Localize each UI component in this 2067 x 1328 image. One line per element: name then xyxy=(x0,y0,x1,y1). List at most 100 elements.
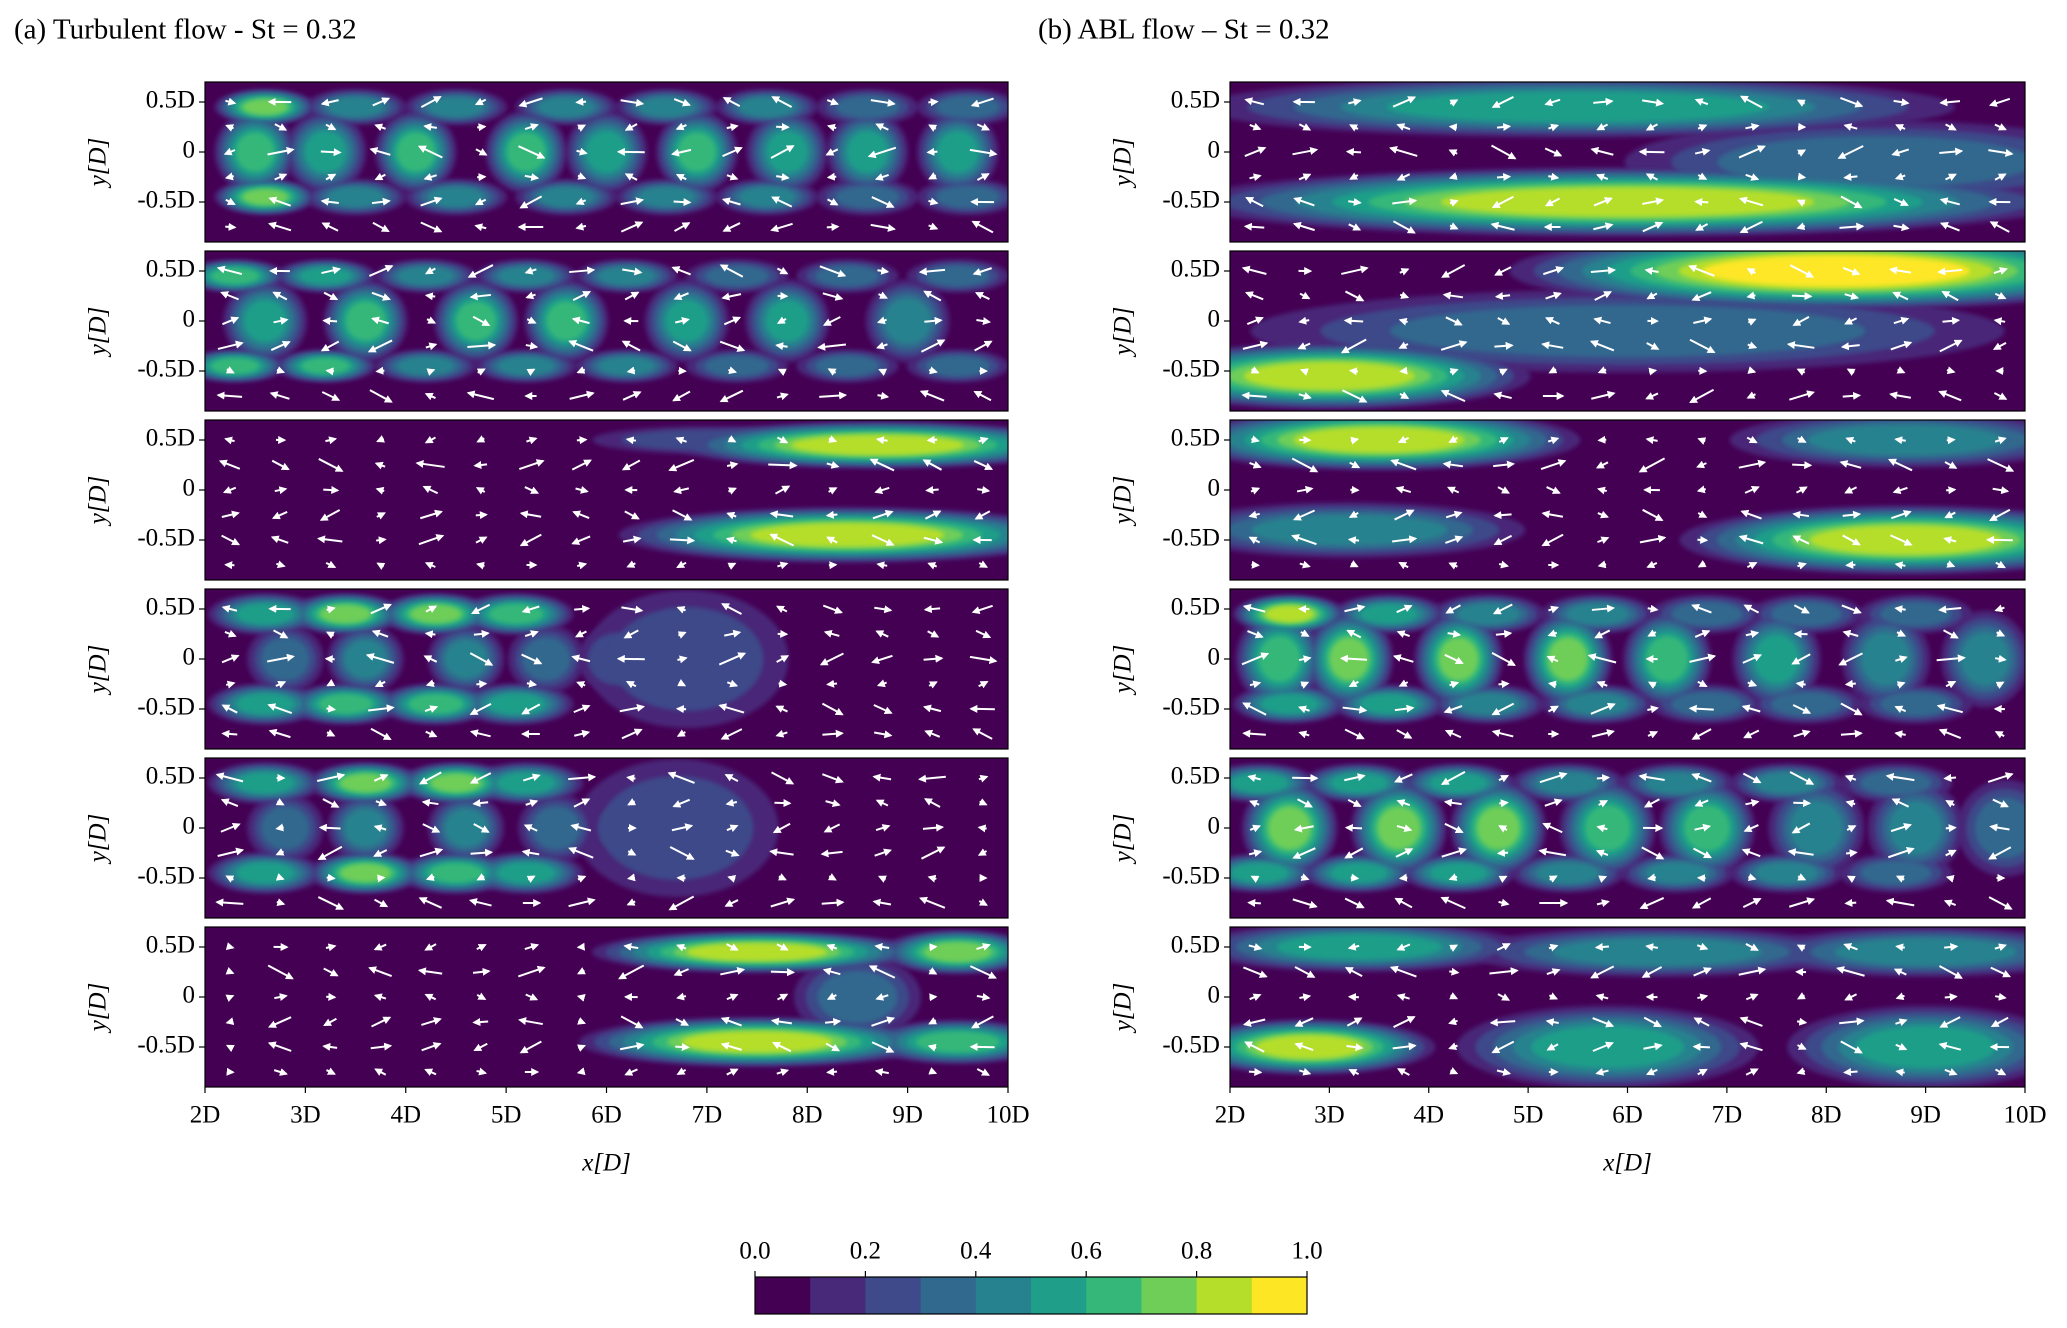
quiver-arrow xyxy=(1596,173,1609,182)
quiver-arrow xyxy=(1745,123,1760,131)
quiver-arrow xyxy=(326,1067,336,1075)
quiver-arrow xyxy=(718,703,745,714)
x-tick-label: 2D xyxy=(1215,1102,1246,1129)
y-tick-label: -0.5D xyxy=(137,863,195,890)
quiver-arrow xyxy=(1440,770,1466,786)
quiver-arrow xyxy=(1688,704,1714,713)
field xyxy=(1230,589,2025,749)
quiver-arrow xyxy=(524,123,539,131)
quiver-arrow xyxy=(224,561,235,570)
field xyxy=(205,251,1008,411)
contour-level xyxy=(242,99,288,115)
quiver-arrow xyxy=(268,1016,292,1028)
quiver-arrow xyxy=(577,1044,586,1052)
y-axis-label: y[D] xyxy=(85,476,112,528)
quiver-arrow xyxy=(1943,629,1959,639)
contour-level xyxy=(1548,637,1588,681)
contour-level xyxy=(937,131,979,173)
quiver-arrow xyxy=(1548,366,1558,374)
quiver-arrow xyxy=(722,146,743,158)
quiver-arrow xyxy=(1299,368,1309,376)
quiver-arrow xyxy=(375,798,387,807)
x-tick-label: 3D xyxy=(290,1102,321,1129)
quiver-arrow xyxy=(1441,847,1467,858)
quiver-arrow xyxy=(770,897,796,908)
quiver-arrow xyxy=(221,510,240,519)
field xyxy=(205,758,1008,918)
quiver-arrow xyxy=(1893,223,1910,232)
quiver-arrow xyxy=(976,1068,990,1076)
quiver-arrow xyxy=(476,992,487,1000)
y-axis-label: y[D] xyxy=(85,138,112,190)
quiver-arrow xyxy=(376,435,386,443)
quiver-arrow xyxy=(577,172,587,180)
quiver-arrow xyxy=(1743,729,1760,739)
quiver-arrow xyxy=(1498,368,1508,376)
contour-level xyxy=(428,863,483,883)
quiver-arrow xyxy=(1447,486,1460,494)
quiver-arrow xyxy=(875,824,891,832)
quiver-arrow xyxy=(673,486,690,495)
quiver-arrow xyxy=(1837,145,1864,159)
quiver-arrow xyxy=(1885,772,1915,782)
quiver-arrow xyxy=(1938,1042,1962,1051)
y-tick-label: 0.5D xyxy=(146,932,195,959)
quiver-arrow xyxy=(1746,391,1756,399)
contour-level xyxy=(396,132,435,172)
quiver-arrow xyxy=(1895,655,1908,664)
quiver-arrow xyxy=(724,899,739,907)
quiver-arrow xyxy=(677,679,687,687)
quiver-arrow xyxy=(420,509,443,520)
contour-level xyxy=(410,604,462,624)
contour-level xyxy=(681,1031,833,1053)
quiver-arrow xyxy=(373,849,388,857)
quiver-arrow xyxy=(771,771,795,785)
quiver-arrow xyxy=(1299,993,1312,1002)
quiver-arrow xyxy=(1392,1042,1417,1051)
quiver-arrow xyxy=(619,704,645,713)
quiver-arrow xyxy=(977,848,987,856)
quiver-arrow xyxy=(1292,221,1315,232)
quiver-arrow xyxy=(1498,825,1508,833)
quiver-arrow xyxy=(524,630,539,638)
quiver-arrow xyxy=(1843,123,1858,131)
quiver-arrow xyxy=(1241,265,1267,275)
quiver-arrow xyxy=(1987,458,2015,472)
quiver-arrow xyxy=(326,704,337,713)
quiver-arrow xyxy=(1646,342,1660,350)
quiver-arrow xyxy=(1745,993,1759,1001)
quiver-arrow xyxy=(1946,486,1957,495)
quiver-arrow xyxy=(571,459,592,471)
quiver-arrow xyxy=(575,486,589,494)
quiver-arrow xyxy=(1546,486,1561,494)
contour-level xyxy=(1671,691,1743,717)
contour-level xyxy=(1251,514,1448,546)
quiver-arrow xyxy=(1544,98,1561,107)
quiver-arrow xyxy=(1297,798,1313,808)
quiver-arrow xyxy=(323,291,339,301)
quiver-arrow xyxy=(325,943,337,952)
contour-level xyxy=(427,187,485,207)
quiver-arrow xyxy=(417,967,443,976)
quiver-arrow xyxy=(1738,534,1764,545)
contour-level xyxy=(1330,773,1388,793)
quiver-arrow xyxy=(472,315,491,327)
quiver-arrow xyxy=(675,1018,690,1026)
y-tick-label: 0 xyxy=(1208,982,1221,1009)
quiver-arrow xyxy=(326,678,336,687)
quiver-arrow xyxy=(719,264,744,278)
quiver-arrow xyxy=(822,604,843,614)
quiver-arrow xyxy=(870,223,896,232)
contour-level xyxy=(327,187,384,207)
quiver-arrow xyxy=(1937,267,1963,276)
contour-level xyxy=(846,131,889,173)
quiver-arrow xyxy=(273,1068,288,1076)
contour-level xyxy=(1440,187,1815,217)
quiver-arrow xyxy=(676,729,686,737)
quiver-arrow xyxy=(1993,317,2006,326)
contour-level xyxy=(925,265,990,287)
quiver-arrow xyxy=(1349,124,1359,132)
quiver-arrow xyxy=(1747,873,1757,882)
contour-level xyxy=(1754,634,1799,684)
quiver-arrow xyxy=(1944,461,1958,469)
